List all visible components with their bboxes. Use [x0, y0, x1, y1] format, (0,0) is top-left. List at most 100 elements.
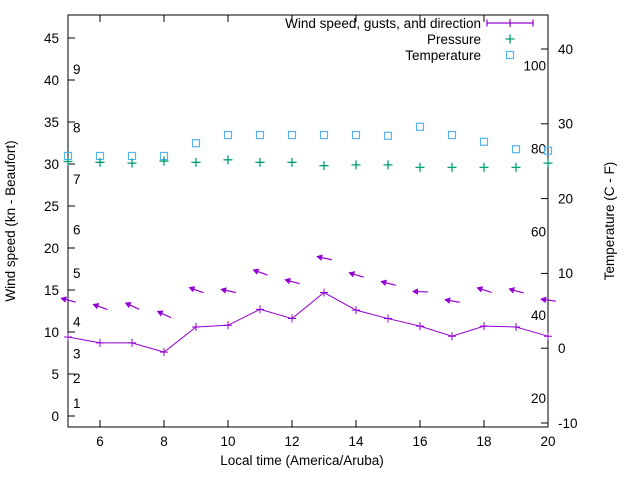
y-right-tick-label: 40 — [558, 42, 573, 57]
gust-direction-arrow — [60, 296, 76, 303]
pressure-point — [127, 158, 137, 168]
y-left-tick-label: 30 — [44, 157, 59, 172]
wind-speed-point — [128, 338, 136, 347]
y-left-tick-label: 15 — [44, 283, 59, 298]
gust-arrow-head — [348, 271, 356, 278]
beaufort-scale-label: 9 — [73, 62, 81, 77]
gust-direction-arrow — [412, 288, 429, 295]
pressure-point — [447, 162, 457, 172]
temperature-point — [223, 130, 233, 140]
x-tick-label: 16 — [412, 434, 427, 449]
gust-arrow-head — [92, 303, 100, 310]
wind-speed-point — [544, 332, 552, 341]
y-left-tick-label: 10 — [44, 325, 59, 340]
gust-direction-arrow — [476, 286, 492, 294]
y-left-tick-label: 25 — [44, 199, 59, 214]
wind-speed-point — [224, 321, 232, 330]
legend-label-wind: Wind speed, gusts, and direction — [285, 16, 481, 31]
wind-speed-point — [384, 314, 392, 323]
legend-marker-pressure — [505, 34, 515, 44]
gust-direction-arrow — [508, 287, 524, 294]
plot-frame — [67, 14, 549, 428]
gust-direction-arrow — [316, 254, 332, 261]
pressure-point — [351, 160, 361, 170]
fahrenheit-scale-label: 100 — [523, 58, 546, 73]
gust-direction-arrow — [220, 287, 236, 294]
gust-direction-arrow — [540, 296, 557, 304]
pressure-point — [159, 156, 169, 166]
pressure-point — [383, 160, 393, 170]
pressure-point — [415, 162, 425, 172]
temperature-point — [543, 146, 553, 155]
axis-ticks: 6 8 10 12 14 16 18 20051015202530354045-1001020… — [44, 15, 578, 449]
gust-arrow-head — [124, 302, 132, 309]
y-right-axis-title: Temperature (C - F) — [602, 162, 617, 281]
fahrenheit-scale-label: 80 — [531, 142, 546, 157]
temperature-point — [383, 131, 393, 140]
beaufort-scale-label: 7 — [73, 172, 81, 187]
x-tick-label: 10 — [220, 434, 235, 449]
gust-arrow-tail — [192, 288, 204, 294]
gust-arrow-head — [476, 286, 484, 293]
gust-arrow-head — [540, 296, 547, 304]
legend-marker-temperature — [505, 50, 515, 60]
y-left-tick-label: 45 — [44, 31, 59, 46]
pressure-point — [63, 156, 73, 166]
temperature-point — [511, 145, 521, 154]
beaufort-scale-label: 5 — [73, 266, 81, 281]
wind-speed-point — [416, 322, 424, 331]
gust-direction-arrow — [444, 297, 460, 304]
x-tick-label: 12 — [284, 434, 299, 449]
y-right-tick-label: 0 — [558, 341, 566, 356]
fahrenheit-scale-label: 60 — [531, 225, 546, 240]
legend-markers — [486, 19, 534, 60]
gust-arrow-head — [316, 254, 323, 261]
gust-arrow-head — [252, 268, 260, 275]
temperature-point — [447, 130, 457, 140]
beaufort-scale-label: 1 — [73, 396, 81, 411]
beaufort-scale-label: 8 — [73, 121, 81, 136]
legend-label-pressure: Pressure — [427, 32, 481, 47]
y-right-tick-label: 30 — [558, 117, 573, 132]
x-tick-label: 14 — [348, 434, 364, 449]
beaufort-scale-label: 4 — [73, 315, 81, 330]
pressure-point — [479, 162, 489, 172]
inner-scale-labels: 1 2 3 4 5 6 7 8 9 20 40 60 80 100 — [73, 58, 546, 411]
x-tick-label: 6 — [96, 434, 104, 449]
gust-arrow-head — [412, 288, 419, 295]
y-left-tick-label: 20 — [44, 241, 59, 256]
beaufort-scale-label: 2 — [73, 371, 81, 386]
pressure-point — [287, 157, 297, 167]
gust-arrow-head — [508, 287, 515, 294]
pressure-point — [319, 161, 329, 171]
wind-speed-point — [160, 348, 168, 357]
gust-direction-arrow — [92, 303, 108, 311]
wind-speed-point — [480, 322, 488, 331]
y-left-axis-title: Wind speed (kn - Beaufort) — [3, 140, 18, 301]
y-left-tick-label: 40 — [44, 73, 59, 88]
wind-speed-point — [288, 314, 296, 323]
wind-speed-point — [256, 305, 264, 314]
temperature-point — [319, 130, 329, 140]
legend-marker-wind — [486, 19, 534, 27]
pressure-point — [223, 155, 233, 165]
beaufort-scale-label: 3 — [73, 347, 81, 362]
gust-arrow-head — [444, 297, 451, 304]
fahrenheit-scale-label: 20 — [531, 391, 546, 406]
gust-direction-arrow — [380, 279, 396, 286]
wind-speed-point — [64, 333, 72, 342]
wind-speed-point — [192, 322, 200, 331]
wind-speed-point — [320, 288, 328, 297]
wind-speed-point — [352, 306, 360, 315]
x-tick-label: 8 — [160, 434, 168, 449]
pressure-point — [255, 157, 265, 167]
beaufort-scale-label: 6 — [73, 222, 81, 237]
gust-direction-arrow — [124, 302, 140, 310]
wind-speed-point — [512, 322, 520, 331]
y-right-tick-label: 10 — [558, 266, 573, 281]
x-axis-title: Local time (America/Aruba) — [220, 453, 384, 468]
gust-arrow-head — [220, 287, 227, 294]
pressure-point — [191, 157, 201, 167]
gust-arrow-head — [380, 279, 387, 286]
